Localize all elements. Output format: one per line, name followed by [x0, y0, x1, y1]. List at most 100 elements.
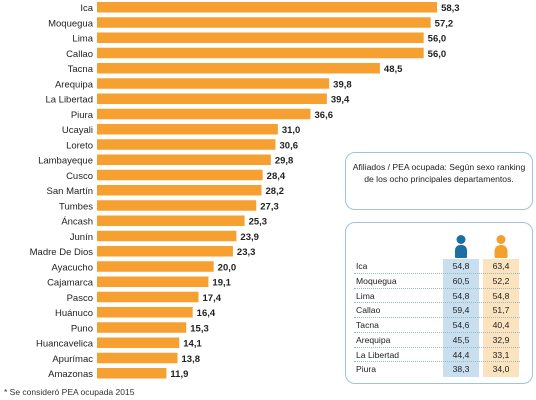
row-male-value: 54,8 — [452, 261, 470, 271]
row-department: Lima — [356, 290, 375, 301]
category-label: Áncash — [61, 217, 93, 228]
category-label: Lima — [72, 34, 93, 45]
male-icon — [454, 235, 468, 259]
row-female-value: 52,2 — [492, 275, 510, 286]
value-label: 39,4 — [331, 95, 350, 106]
category-label: Junín — [70, 232, 93, 243]
bar — [97, 108, 311, 120]
bar — [97, 139, 276, 150]
row-female-value: 34,0 — [492, 364, 510, 375]
bar — [97, 261, 214, 272]
category-label: Cusco — [66, 171, 93, 182]
row-female-value: 54,8 — [492, 290, 510, 301]
row-female-value: 33,1 — [492, 349, 510, 360]
row-female-value: 51,7 — [492, 305, 510, 316]
value-label: 17,4 — [203, 293, 222, 304]
category-label: Cajamarca — [47, 278, 94, 289]
bar — [97, 185, 262, 196]
row-female-value: 63,4 — [492, 261, 510, 271]
value-label: 27,3 — [260, 201, 279, 212]
bar — [97, 93, 327, 104]
category-label: Piura — [71, 110, 94, 121]
value-label: 36,6 — [315, 110, 334, 121]
bar — [97, 78, 330, 89]
row-female-value: 40,4 — [492, 320, 510, 330]
bar — [97, 17, 431, 28]
bar — [97, 154, 271, 165]
bar — [97, 47, 424, 59]
bar — [97, 368, 167, 379]
table-row: Moquegua 60,5 52,2 — [346, 274, 534, 289]
value-label: 56,0 — [428, 49, 447, 60]
value-label: 13,8 — [182, 354, 201, 365]
row-divider — [354, 331, 520, 333]
table-row: Callao 59,4 51,7 — [346, 303, 534, 318]
row-department: La Libertad — [356, 349, 400, 360]
value-label: 28,2 — [266, 186, 285, 197]
value-label: 20,0 — [218, 262, 237, 273]
value-label: 48,5 — [384, 64, 403, 75]
row-male-value: 38,3 — [452, 364, 470, 375]
table-row: La Libertad 44,4 33,1 — [346, 348, 534, 363]
category-label: Pasco — [67, 293, 93, 304]
row-department: Arequipa — [356, 334, 391, 345]
category-label: La Libertad — [45, 95, 93, 106]
row-department: Moquegua — [356, 275, 397, 286]
bar — [97, 215, 245, 226]
row-divider — [354, 272, 520, 274]
bars-group: Ica 58,3 Moquegua 57,2 Lima 56,0 Callao 56,0 Tac… — [30, 2, 460, 380]
value-label: 11,9 — [170, 369, 188, 380]
female-icon — [494, 235, 508, 259]
bar — [97, 32, 424, 43]
category-label: Callao — [66, 49, 93, 60]
category-label: Madre De Dios — [30, 247, 94, 258]
category-label: Ayacucho — [51, 262, 93, 273]
value-label: 39,8 — [333, 79, 352, 90]
male-column-background — [443, 259, 479, 377]
row-female-value: 32,9 — [492, 334, 510, 345]
table-row: Arequipa 45,5 32,9 — [346, 333, 534, 348]
category-label: Tumbes — [59, 201, 93, 212]
category-label: Moquegua — [48, 18, 94, 29]
value-label: 14,1 — [183, 339, 202, 350]
row-divider — [354, 346, 520, 348]
table-row: Piura 38,3 34,0 — [346, 362, 534, 377]
table-row: Tacna 54,6 40,4 — [346, 318, 534, 333]
footnote: * Se consideró PEA ocupada 2015 — [4, 387, 135, 397]
category-label: Lambayeque — [38, 156, 93, 167]
category-label: Huancavelica — [36, 339, 94, 350]
bar — [97, 2, 438, 13]
value-label: 23,3 — [237, 247, 256, 258]
row-department: Tacna — [356, 320, 379, 330]
gender-ranking-panel: Ica 54,8 63,4 Moquegua 60,5 52,2 Lima 54,8 54,8 C… — [345, 222, 533, 384]
value-label: 56,0 — [428, 34, 447, 45]
table-row: Ica 54,8 63,4 — [346, 259, 534, 274]
bar — [97, 169, 263, 181]
row-male-value: 60,5 — [452, 275, 470, 286]
row-divider — [354, 317, 520, 318]
category-label: Loreto — [66, 140, 93, 151]
row-divider — [354, 287, 520, 289]
category-label: Arequipa — [55, 79, 94, 90]
category-label: Ica — [80, 3, 93, 14]
category-label: Ucayali — [62, 125, 93, 136]
bar — [97, 337, 180, 348]
value-label: 25,3 — [249, 217, 267, 228]
category-label: San Martín — [47, 186, 93, 197]
row-male-value: 45,5 — [452, 334, 470, 345]
category-label: Amazonas — [48, 369, 93, 380]
value-label: 58,3 — [441, 3, 460, 14]
row-divider — [354, 302, 520, 304]
value-label: 16,4 — [197, 308, 216, 319]
table-row: Lima 54,8 54,8 — [346, 289, 534, 304]
value-label: 30,6 — [280, 140, 299, 151]
row-department: Piura — [356, 364, 377, 375]
bar — [97, 322, 187, 333]
bar — [97, 276, 209, 287]
female-column-background — [483, 259, 519, 377]
row-male-value: 59,4 — [452, 305, 470, 316]
bar — [97, 291, 199, 303]
bar — [97, 352, 178, 364]
value-label: 57,2 — [435, 18, 454, 29]
